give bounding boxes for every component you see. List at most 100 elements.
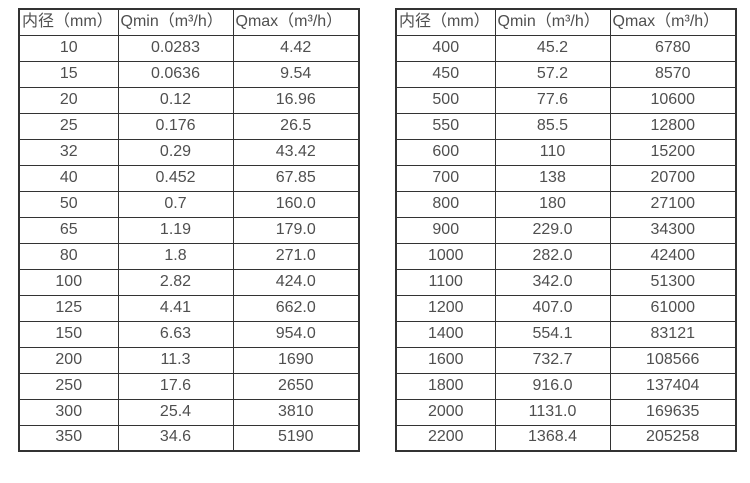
cell-qmax: 8570: [609, 60, 737, 88]
header-row: 内径（mm） Qmin（m³/h） Qmax（m³/h）: [395, 8, 737, 36]
cell-diameter: 450: [395, 60, 496, 88]
header-diameter: 内径（mm）: [18, 8, 119, 36]
cell-qmax: 6780: [609, 34, 737, 62]
cell-qmax: 137404: [609, 372, 737, 400]
table-row: 1800 916.0 137404: [395, 372, 737, 400]
table-row: 250 17.6 2650: [18, 372, 360, 400]
cell-qmax: 2650: [232, 372, 360, 400]
header-qmin: Qmin（m³/h）: [117, 8, 234, 36]
cell-diameter: 2000: [395, 398, 496, 426]
table-row: 450 57.2 8570: [395, 60, 737, 88]
cell-qmin: 0.452: [117, 164, 234, 192]
cell-qmax: 43.42: [232, 138, 360, 166]
cell-qmin: 554.1: [494, 320, 611, 348]
table-row: 100 2.82 424.0: [18, 268, 360, 296]
cell-diameter: 1800: [395, 372, 496, 400]
cell-diameter: 65: [18, 216, 119, 244]
cell-qmax: 12800: [609, 112, 737, 140]
cell-diameter: 500: [395, 86, 496, 114]
cell-diameter: 900: [395, 216, 496, 244]
cell-qmin: 342.0: [494, 268, 611, 296]
cell-qmin: 916.0: [494, 372, 611, 400]
table-row: 700 138 20700: [395, 164, 737, 192]
cell-qmin: 180: [494, 190, 611, 218]
cell-diameter: 400: [395, 34, 496, 62]
cell-qmax: 61000: [609, 294, 737, 322]
cell-qmin: 11.3: [117, 346, 234, 374]
cell-diameter: 80: [18, 242, 119, 270]
table-row: 1400 554.1 83121: [395, 320, 737, 348]
cell-qmin: 0.7: [117, 190, 234, 218]
table-row: 125 4.41 662.0: [18, 294, 360, 322]
table-row: 80 1.8 271.0: [18, 242, 360, 270]
cell-qmax: 205258: [609, 424, 737, 452]
table-row: 150 6.63 954.0: [18, 320, 360, 348]
table-row: 200 11.3 1690: [18, 346, 360, 374]
cell-qmax: 83121: [609, 320, 737, 348]
flow-table-large-diameters: 内径（mm） Qmin（m³/h） Qmax（m³/h） 400 45.2 6780…: [395, 8, 737, 452]
cell-qmax: 3810: [232, 398, 360, 426]
cell-qmax: 16.96: [232, 86, 360, 114]
cell-diameter: 800: [395, 190, 496, 218]
cell-qmax: 27100: [609, 190, 737, 218]
cell-diameter: 32: [18, 138, 119, 166]
cell-qmin: 0.0636: [117, 60, 234, 88]
cell-qmin: 229.0: [494, 216, 611, 244]
cell-qmin: 282.0: [494, 242, 611, 270]
cell-diameter: 1100: [395, 268, 496, 296]
cell-diameter: 300: [18, 398, 119, 426]
cell-qmin: 0.176: [117, 112, 234, 140]
cell-qmin: 57.2: [494, 60, 611, 88]
cell-qmax: 20700: [609, 164, 737, 192]
cell-qmin: 732.7: [494, 346, 611, 374]
table-row: 900 229.0 34300: [395, 216, 737, 244]
cell-qmin: 407.0: [494, 294, 611, 322]
table-row: 350 34.6 5190: [18, 424, 360, 452]
cell-diameter: 50: [18, 190, 119, 218]
cell-qmin: 1.19: [117, 216, 234, 244]
table-row: 300 25.4 3810: [18, 398, 360, 426]
cell-diameter: 15: [18, 60, 119, 88]
cell-diameter: 700: [395, 164, 496, 192]
table-row: 1000 282.0 42400: [395, 242, 737, 270]
table-row: 1600 732.7 108566: [395, 346, 737, 374]
cell-diameter: 1400: [395, 320, 496, 348]
cell-diameter: 100: [18, 268, 119, 296]
header-qmax: Qmax（m³/h）: [232, 8, 360, 36]
cell-diameter: 2200: [395, 424, 496, 452]
cell-qmax: 34300: [609, 216, 737, 244]
cell-diameter: 20: [18, 86, 119, 114]
cell-qmin: 34.6: [117, 424, 234, 452]
cell-diameter: 250: [18, 372, 119, 400]
header-diameter: 内径（mm）: [395, 8, 496, 36]
header-row: 内径（mm） Qmin（m³/h） Qmax（m³/h）: [18, 8, 360, 36]
table-row: 50 0.7 160.0: [18, 190, 360, 218]
cell-qmin: 6.63: [117, 320, 234, 348]
cell-diameter: 125: [18, 294, 119, 322]
cell-qmin: 0.12: [117, 86, 234, 114]
table-row: 550 85.5 12800: [395, 112, 737, 140]
cell-qmin: 85.5: [494, 112, 611, 140]
header-qmax: Qmax（m³/h）: [609, 8, 737, 36]
table-row: 65 1.19 179.0: [18, 216, 360, 244]
cell-diameter: 40: [18, 164, 119, 192]
cell-diameter: 150: [18, 320, 119, 348]
cell-diameter: 1600: [395, 346, 496, 374]
table-row: 500 77.6 10600: [395, 86, 737, 114]
table-row: 2000 1131.0 169635: [395, 398, 737, 426]
header-qmin: Qmin（m³/h）: [494, 8, 611, 36]
cell-qmax: 179.0: [232, 216, 360, 244]
cell-qmax: 67.85: [232, 164, 360, 192]
table-row: 40 0.452 67.85: [18, 164, 360, 192]
cell-qmin: 77.6: [494, 86, 611, 114]
cell-qmin: 17.6: [117, 372, 234, 400]
cell-qmax: 662.0: [232, 294, 360, 322]
cell-qmax: 169635: [609, 398, 737, 426]
cell-diameter: 550: [395, 112, 496, 140]
table-row: 2200 1368.4 205258: [395, 424, 737, 452]
cell-qmin: 2.82: [117, 268, 234, 296]
table-row: 20 0.12 16.96: [18, 86, 360, 114]
cell-diameter: 350: [18, 424, 119, 452]
cell-qmax: 15200: [609, 138, 737, 166]
cell-diameter: 600: [395, 138, 496, 166]
